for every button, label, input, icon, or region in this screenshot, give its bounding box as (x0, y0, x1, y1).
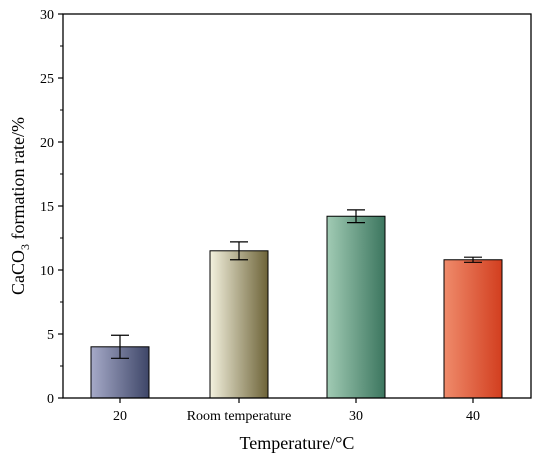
error-bar-1 (230, 241, 248, 261)
y-tick-label: 20 (40, 136, 54, 151)
y-axis-title-subscript: 3 (18, 244, 32, 250)
y-axis: 0 5 10 15 20 25 30 (40, 8, 63, 407)
error-bars-layer (111, 209, 482, 359)
y-tick-label: 10 (40, 264, 54, 279)
y-tick-label: 5 (47, 328, 54, 343)
bar-2 (326, 215, 386, 399)
x-axis: 20 Room temperature 30 40 (113, 398, 480, 424)
x-tick-label: 40 (466, 409, 480, 424)
y-axis-title-post: formation rate/% (8, 117, 28, 244)
y-tick-label: 30 (40, 8, 54, 23)
x-tick-label: Room temperature (187, 409, 292, 424)
y-axis-title: CaCO3 formation rate/% (8, 117, 32, 295)
y-axis-title-pre: CaCO (8, 250, 28, 295)
bar-3 (443, 259, 503, 399)
x-axis-title: Temperature/°C (240, 433, 355, 453)
bars-layer (90, 215, 503, 399)
bar-1 (209, 250, 269, 399)
x-tick-label: 20 (113, 409, 127, 424)
error-bar-2 (347, 209, 365, 224)
error-bar-0 (111, 334, 129, 359)
y-tick-label: 15 (40, 200, 54, 215)
y-tick-label: 0 (47, 392, 54, 407)
error-bar-3 (464, 256, 482, 263)
x-tick-label: 30 (349, 409, 363, 424)
y-tick-label: 25 (40, 72, 54, 87)
